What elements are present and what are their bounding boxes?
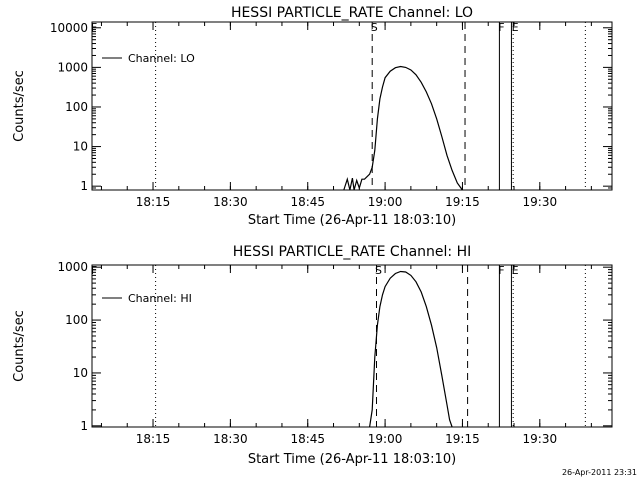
x-tick-label: 19:15 — [445, 432, 480, 446]
event-marker-label: E — [512, 21, 519, 34]
x-tick-label: 18:45 — [290, 432, 325, 446]
x-tick-label: 19:15 — [445, 195, 480, 209]
x-tick-label: 19:00 — [368, 432, 403, 446]
y-tick-label: 1000 — [57, 260, 88, 274]
x-axis-label: Start Time (26-Apr-11 18:03:10) — [248, 452, 456, 467]
x-tick-label: 19:00 — [368, 195, 403, 209]
y-tick-label: 10 — [73, 140, 88, 154]
chart-title: HESSI PARTICLE_RATE Channel: HI — [233, 244, 471, 260]
x-tick-label: 19:30 — [523, 432, 558, 446]
y-tick-label: 100 — [65, 100, 88, 114]
y-tick-label: 100 — [65, 313, 88, 327]
plot-frame — [91, 21, 613, 191]
y-axis-label: Counts/sec — [12, 70, 27, 142]
y-tick-label: 10 — [73, 366, 88, 380]
series-line — [369, 270, 453, 428]
x-tick-label: 18:15 — [136, 432, 171, 446]
footer-timestamp: 26-Apr-2011 23:31 — [562, 468, 637, 477]
x-tick-label: 18:15 — [136, 195, 171, 209]
event-marker-label: F — [498, 264, 504, 277]
y-axis-label: Counts/sec — [12, 310, 27, 382]
y-tick-label: 10000 — [50, 21, 88, 35]
event-marker-label: S — [375, 264, 382, 277]
event-marker-label: F — [498, 21, 504, 34]
x-axis-label: Start Time (26-Apr-11 18:03:10) — [248, 213, 456, 228]
x-tick-label: 19:30 — [523, 195, 558, 209]
x-tick-label: 18:30 — [213, 195, 248, 209]
x-tick-label: 18:30 — [213, 432, 248, 446]
event-marker-label: F — [91, 264, 97, 277]
series-line — [343, 65, 463, 191]
x-tick-label: 18:45 — [290, 195, 325, 209]
chart-panel-lo: HESSI PARTICLE_RATE Channel: LO Start Tim… — [12, 5, 613, 228]
chart-panel-hi: HESSI PARTICLE_RATE Channel: HI Start Tim… — [12, 244, 613, 467]
event-marker-label: S — [371, 21, 378, 34]
legend-label: Channel: LO — [128, 52, 195, 65]
y-tick-label: 1000 — [57, 60, 88, 74]
event-marker-label: F — [91, 21, 97, 34]
event-marker-label: E — [512, 264, 519, 277]
plot-frame — [91, 264, 613, 428]
y-tick-label: 1 — [80, 419, 88, 433]
y-tick-label: 1 — [80, 179, 88, 193]
legend-label: Channel: HI — [128, 292, 192, 305]
chart-title: HESSI PARTICLE_RATE Channel: LO — [231, 5, 473, 21]
